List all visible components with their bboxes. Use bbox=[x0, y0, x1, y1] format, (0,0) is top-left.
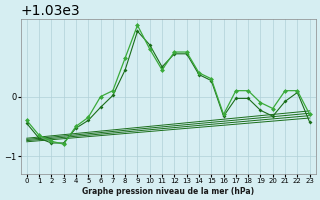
X-axis label: Graphe pression niveau de la mer (hPa): Graphe pression niveau de la mer (hPa) bbox=[82, 187, 254, 196]
